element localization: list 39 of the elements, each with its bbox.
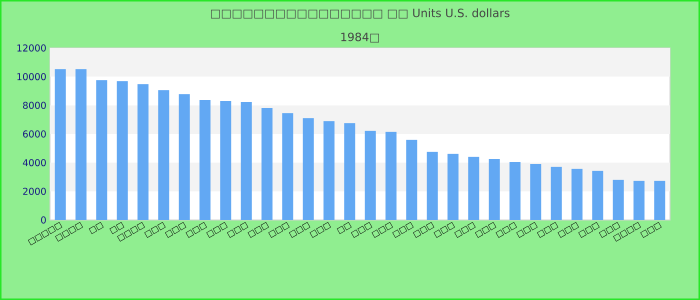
- y-tick-label: 10000: [17, 73, 46, 80]
- bar: [550, 166, 562, 220]
- bar: [282, 113, 294, 220]
- bar: [158, 90, 170, 220]
- bar: [54, 69, 66, 220]
- bar: [76, 69, 87, 220]
- bar: [488, 158, 500, 220]
- bar: [344, 123, 356, 220]
- bar: [426, 152, 438, 220]
- bar: [448, 154, 459, 220]
- y-tick-label: 0: [41, 216, 46, 224]
- chart-title: □□□□□□□□□□□□□□□□ □□ Units U.S. dollars: [211, 8, 510, 18]
- bar: [116, 81, 128, 220]
- bar: [240, 102, 252, 220]
- bar: [200, 100, 211, 220]
- bar: [654, 180, 666, 220]
- bar: [262, 108, 273, 220]
- bar: [364, 130, 376, 220]
- bar: [220, 101, 232, 220]
- bar: [592, 170, 604, 220]
- y-tick-label: 4000: [22, 159, 46, 166]
- bar: [96, 80, 108, 220]
- y-tick-label: 6000: [23, 130, 46, 138]
- bar: [138, 84, 149, 220]
- y-tick-label: 12000: [17, 44, 46, 52]
- bar: [634, 180, 645, 220]
- bar: [406, 140, 418, 220]
- bar: [302, 118, 314, 220]
- chart-subtitle: 1984□: [341, 32, 379, 42]
- bar: [510, 162, 521, 220]
- bar: [612, 180, 624, 220]
- bar: [178, 94, 190, 220]
- bar: [572, 168, 583, 220]
- bar: [468, 156, 480, 220]
- bar: [386, 132, 397, 220]
- y-tick-label: 2000: [23, 188, 46, 195]
- y-tick-label: 8000: [23, 102, 46, 109]
- bar: [530, 164, 542, 220]
- bar: [324, 121, 335, 220]
